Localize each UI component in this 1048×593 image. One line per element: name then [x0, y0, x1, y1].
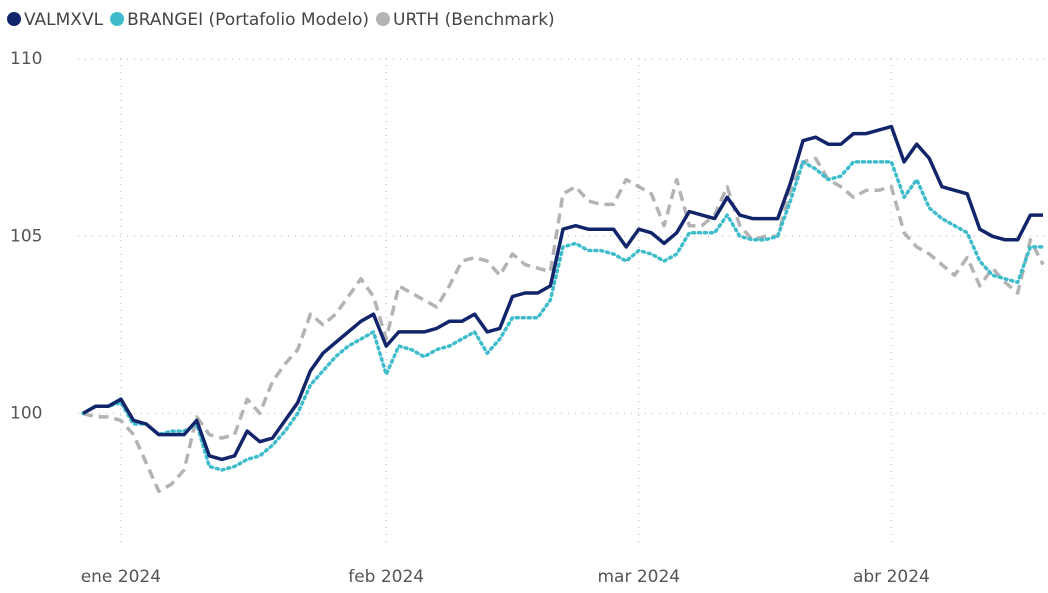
- y-tick-label: 105: [10, 226, 42, 246]
- series-line: [82, 156, 1045, 494]
- legend-label: BRANGEI (Portafolio Modelo): [127, 10, 369, 30]
- x-tick-label: abr 2024: [853, 567, 930, 587]
- y-tick-label: 100: [10, 403, 42, 423]
- legend-label: VALMXVL: [24, 10, 104, 30]
- legend-marker: [7, 12, 21, 26]
- legend-marker: [376, 12, 390, 26]
- x-tick-label: mar 2024: [597, 567, 680, 587]
- y-tick-label: 110: [10, 49, 42, 69]
- series-line: [82, 124, 1043, 462]
- x-tick-label: ene 2024: [81, 567, 161, 587]
- x-tick-label: feb 2024: [348, 567, 424, 587]
- legend-label: URTH (Benchmark): [393, 10, 555, 30]
- series-line: [81, 160, 1045, 472]
- legend-marker: [110, 12, 125, 26]
